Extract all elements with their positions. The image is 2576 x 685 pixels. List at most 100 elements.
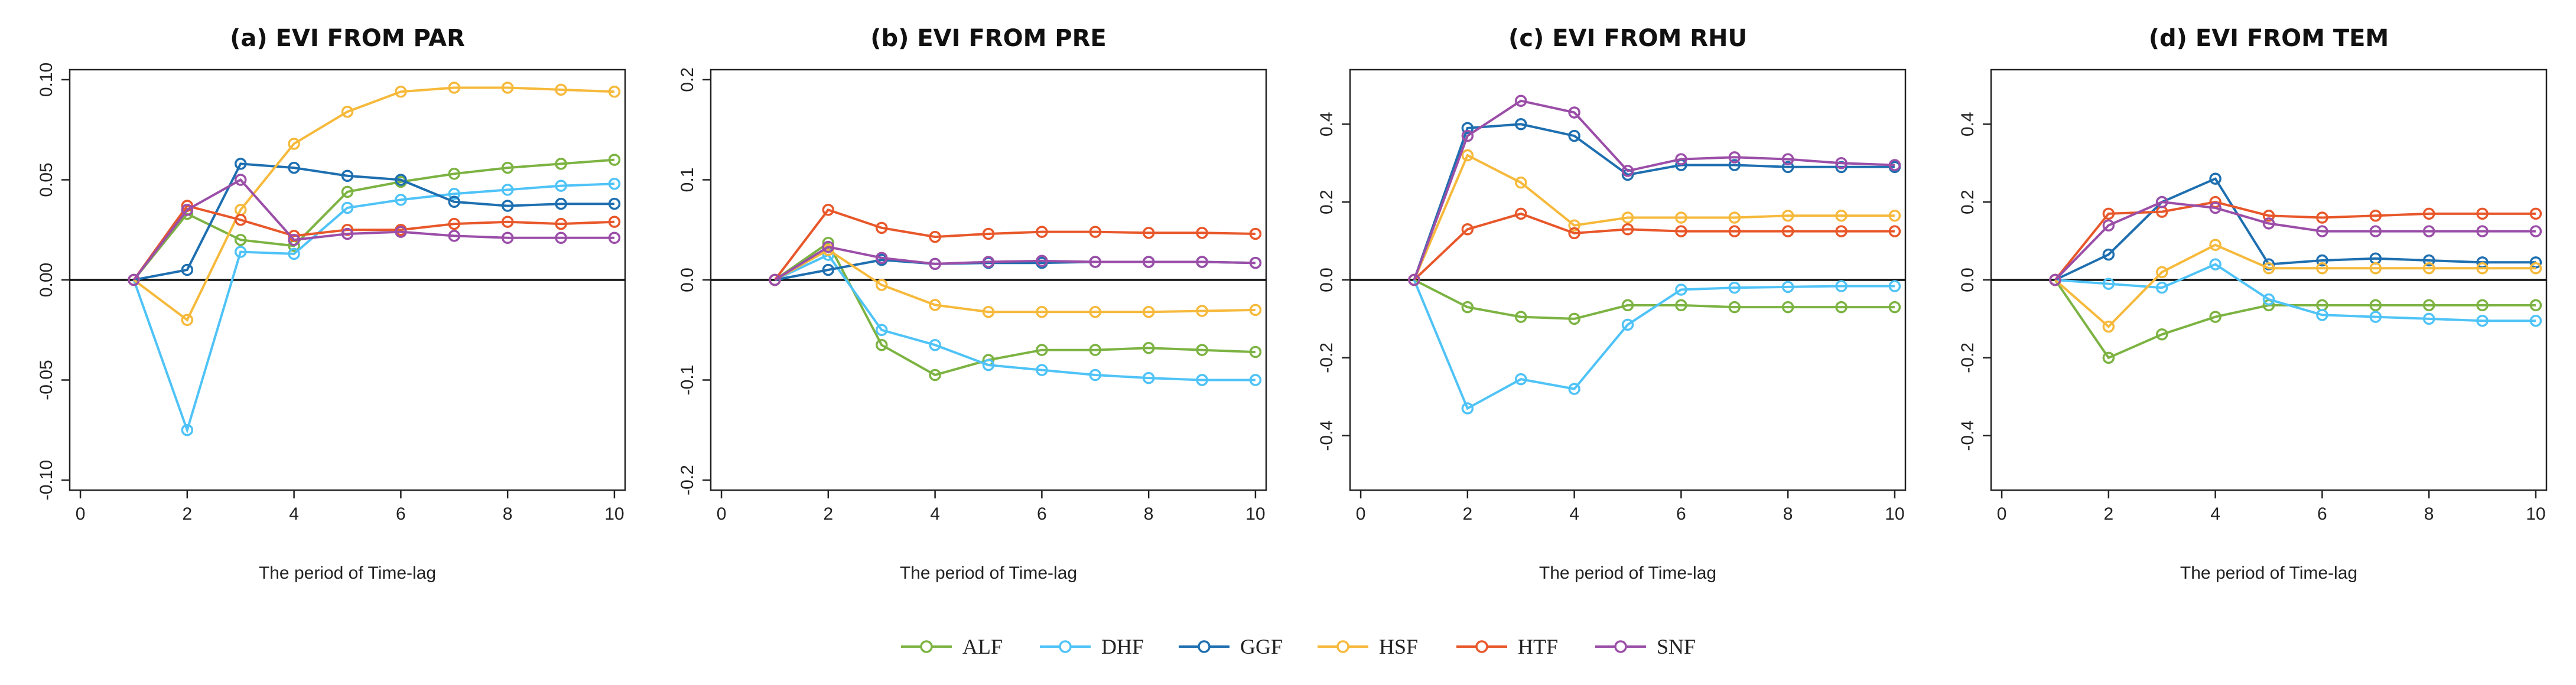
data-point-snf	[1728, 151, 1741, 164]
data-point-htf	[822, 204, 835, 216]
legend-label: SNF	[1657, 635, 1696, 658]
data-point-alf	[608, 154, 621, 166]
data-point-snf	[128, 273, 140, 286]
data-point-alf	[501, 161, 514, 174]
data-point-htf	[2262, 209, 2275, 222]
data-point-dhf	[1675, 283, 1687, 296]
data-point-ggf	[2102, 248, 2115, 261]
data-point-dhf	[234, 246, 247, 258]
legend-label: GGF	[1240, 635, 1283, 658]
data-point-hsf	[608, 86, 621, 98]
data-point-dhf	[929, 338, 941, 351]
data-point-htf	[1249, 227, 1262, 240]
series-line-hsf	[133, 86, 614, 322]
data-point-htf	[929, 230, 941, 243]
legend-item-hsf: HSF	[1318, 635, 1418, 658]
data-point-alf	[2155, 328, 2168, 341]
y-tick-label: -0.2	[678, 465, 697, 495]
data-point-ggf	[608, 197, 621, 210]
data-point-htf	[1142, 227, 1155, 239]
data-point-ggf	[822, 263, 835, 276]
data-point-dhf	[1089, 368, 1102, 381]
data-point-htf	[1675, 225, 1687, 237]
data-point-dhf	[288, 247, 300, 260]
data-point-hsf	[1728, 211, 1741, 224]
series-line-hsf	[2054, 243, 2536, 328]
data-point-snf	[1249, 256, 1262, 269]
data-point-htf	[1036, 226, 1048, 238]
data-point-alf	[1888, 301, 1901, 314]
data-point-htf	[1621, 223, 1634, 236]
data-point-hsf	[1142, 305, 1155, 318]
data-point-htf	[555, 217, 567, 230]
data-point-htf	[1888, 225, 1901, 237]
legend-item-alf: ALF	[901, 635, 1003, 658]
y-tick-label: -0.4	[1317, 420, 1336, 451]
data-point-htf	[2422, 207, 2435, 220]
data-point-ggf	[1781, 161, 1794, 174]
data-point-htf	[2102, 207, 2115, 220]
data-point-hsf	[341, 105, 354, 118]
legend-item-ggf: GGF	[1179, 635, 1283, 658]
x-tick-label: 10	[1885, 504, 1904, 524]
y-tick-label: 0.4	[1317, 112, 1336, 136]
x-tick-label: 8	[503, 504, 513, 524]
legend-item-htf: HTF	[1456, 635, 1558, 658]
series-line-alf	[2054, 279, 2536, 360]
data-point-hsf	[1249, 304, 1262, 317]
data-point-dhf	[2155, 281, 2168, 294]
data-point-hsf	[2422, 262, 2435, 275]
data-point-htf	[1514, 207, 1527, 220]
data-point-htf	[875, 221, 888, 234]
series-line-dhf	[1413, 279, 1895, 410]
data-point-alf	[2102, 351, 2115, 364]
data-point-hsf	[1835, 209, 1848, 222]
data-point-hsf	[1888, 209, 1901, 222]
y-tick-label: -0.05	[37, 360, 56, 400]
data-point-htf	[2529, 207, 2542, 220]
data-point-alf	[1089, 344, 1102, 356]
data-point-snf	[341, 227, 354, 240]
data-point-ggf	[234, 158, 247, 170]
data-point-snf	[1089, 256, 1102, 268]
x-tick-label: 4	[2210, 504, 2220, 524]
data-point-snf	[1142, 256, 1155, 268]
data-point-hsf	[1621, 211, 1634, 224]
data-point-dhf	[2476, 314, 2489, 327]
x-tick-label: 8	[1144, 504, 1154, 524]
data-point-snf	[2316, 225, 2328, 237]
data-point-hsf	[501, 81, 514, 94]
data-point-ggf	[1728, 159, 1741, 171]
legend-item-dhf: DHF	[1040, 635, 1144, 658]
data-point-htf	[2316, 211, 2328, 224]
legend-marker	[1059, 640, 1072, 653]
data-point-dhf	[2422, 312, 2435, 325]
data-point-alf	[2422, 299, 2435, 312]
series-line-ggf	[1413, 123, 1895, 280]
panel-3: (c) EVI FROM RHU 0 2 4 6 8 10 -0.4 -0.2 0.0 0.2 0.4…	[1317, 25, 1907, 583]
data-point-ggf	[1568, 129, 1580, 142]
data-point-htf	[1461, 223, 1474, 236]
data-point-hsf	[1568, 219, 1580, 231]
data-point-snf	[1568, 106, 1580, 119]
data-point-ggf	[288, 161, 300, 174]
data-point-hsf	[982, 305, 995, 318]
data-point-alf	[1196, 344, 1208, 356]
panel-1: (a) EVI FROM PAR 0 2 4 6 8 10 -0.10 -0.05 0.00 0.0…	[37, 25, 626, 583]
x-tick-label: 0	[1997, 504, 2007, 524]
x-tick-label: 10	[2526, 504, 2545, 524]
data-point-snf	[288, 233, 300, 246]
data-point-snf	[395, 226, 407, 238]
panel-title: (b) EVI FROM PRE	[870, 25, 1107, 52]
data-point-ggf	[555, 197, 567, 210]
data-point-snf	[929, 257, 941, 270]
x-tick-label: 6	[396, 504, 406, 524]
legend-marker	[1475, 640, 1488, 653]
data-point-alf	[341, 185, 354, 198]
data-point-dhf	[2209, 258, 2222, 270]
data-point-snf	[1621, 165, 1634, 177]
data-point-dhf	[1621, 318, 1634, 331]
y-tick-label: 0.00	[37, 263, 56, 297]
data-point-ggf	[448, 195, 461, 208]
data-point-dhf	[982, 358, 995, 371]
